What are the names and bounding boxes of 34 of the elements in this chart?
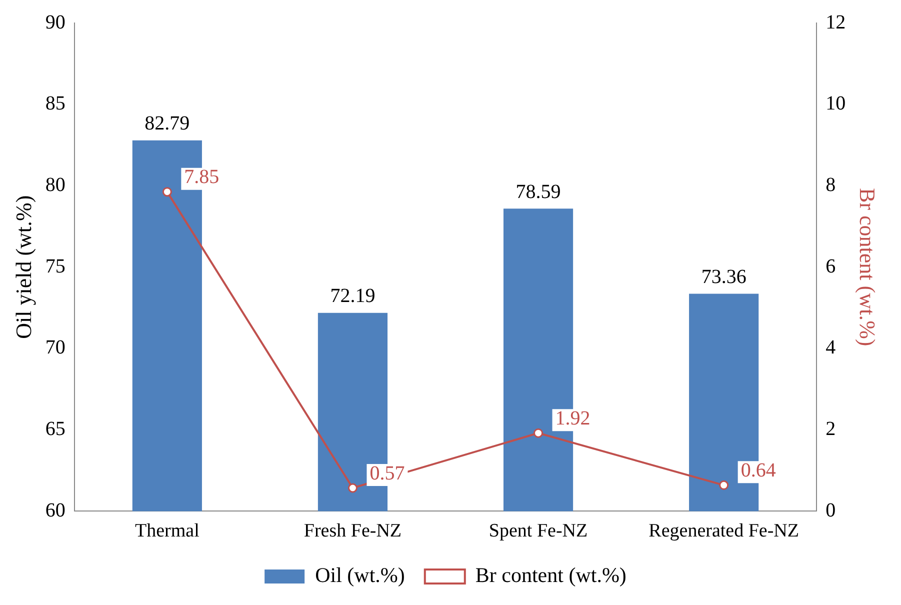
y-tick-label: 90 <box>45 11 66 34</box>
y2-tick-label: 4 <box>826 336 836 359</box>
data-label: 78.59 <box>516 180 561 203</box>
data-label: 0.64 <box>740 459 776 482</box>
y-tick-label: 85 <box>45 92 66 115</box>
y2-tick-label: 6 <box>826 255 836 278</box>
y2-tick-label: 12 <box>826 11 846 34</box>
data-label: 0.57 <box>370 462 405 484</box>
data-label: 82.79 <box>144 112 190 135</box>
y-tick-label: 60 <box>45 499 66 522</box>
y-axis-title: Oil yield (wt.%) <box>10 195 36 339</box>
y-tick-label: 80 <box>45 174 66 196</box>
y-tick-label: 70 <box>45 336 66 359</box>
y2-axis-title: Br content (wt.%) <box>855 188 880 346</box>
point <box>719 480 729 490</box>
x-tick-label: Fresh Fe-NZ <box>304 520 402 542</box>
x-tick-label: Spent Fe-NZ <box>488 520 588 542</box>
x-tick-label: Thermal <box>134 520 200 542</box>
data-label: 72.19 <box>330 285 376 308</box>
legend-label: Oil (wt.%) <box>315 563 405 588</box>
x-tick-label: Regenerated Fe-NZ <box>648 520 800 542</box>
point <box>162 187 172 197</box>
data-label: 7.85 <box>184 166 220 188</box>
y2-tick-label: 0 <box>826 499 836 522</box>
y2-tick-label: 2 <box>826 418 836 440</box>
y-tick-label: 65 <box>45 418 66 440</box>
point <box>534 428 544 438</box>
y2-tick-label: 8 <box>826 174 836 196</box>
point <box>348 483 358 493</box>
data-label: 73.36 <box>701 266 746 288</box>
data-label: 1.92 <box>555 407 590 430</box>
legend-label: Br content (wt.%) <box>475 563 626 588</box>
y2-tick-label: 10 <box>826 92 846 115</box>
y-tick-label: 75 <box>45 255 66 278</box>
